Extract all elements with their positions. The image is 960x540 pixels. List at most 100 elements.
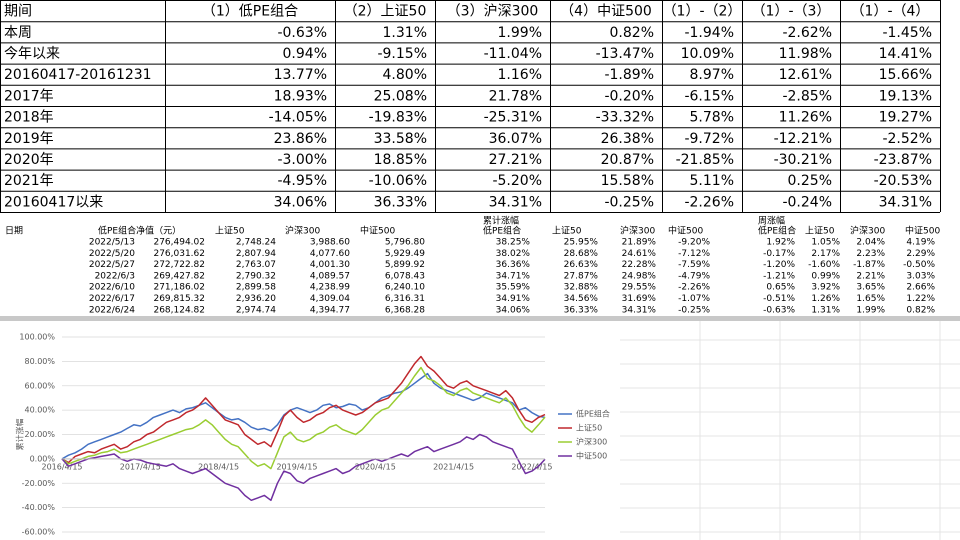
table-cell: 36.33%	[374, 194, 427, 210]
table-cell: 36.07%	[489, 131, 542, 147]
sheet-cell: 25.95%	[564, 238, 599, 248]
sheet-cell: -1.60%	[808, 260, 840, 270]
x-tick-label: 2021/4/15	[433, 462, 474, 471]
table-cell: 11.98%	[779, 46, 832, 62]
table-cell: 2018年	[4, 110, 54, 126]
sheet-cell: 2022/6/10	[89, 283, 135, 293]
y-tick-label: 0.00%	[30, 454, 56, 463]
table-header: 期间	[4, 4, 32, 20]
table-cell: -4.95%	[277, 173, 327, 189]
y-tick-label: 80.00%	[24, 357, 55, 366]
sheet-cell: -2.26%	[678, 283, 710, 293]
table-cell: -21.85%	[676, 152, 734, 168]
table-cell: -19.83%	[369, 110, 427, 126]
series-line	[61, 366, 546, 470]
sheet-cell: 6,078.43	[385, 271, 425, 281]
sheet-header: 沪深300	[850, 225, 885, 237]
x-tick-label: 2017/4/15	[120, 462, 161, 471]
sheet-cell: -9.20%	[678, 238, 710, 248]
sheet-cell: 1.26%	[811, 294, 840, 304]
table-cell: -0.24%	[782, 194, 832, 210]
sheet-cell: 34.06%	[496, 305, 531, 315]
y-axis-label: 累计涨幅	[15, 419, 25, 451]
y-tick-label: 100.00%	[19, 333, 55, 342]
table-cell: 26.38%	[601, 131, 654, 147]
table-cell: 0.25%	[788, 173, 832, 189]
table-cell: 1.99%	[498, 25, 542, 41]
table-cell: 18.85%	[374, 152, 427, 168]
table-cell: -12.21%	[774, 131, 832, 147]
sheet-cell: 1.65%	[856, 294, 885, 304]
sheet-cell: 34.56%	[564, 294, 599, 304]
x-tick-label: 2022/4/15	[511, 462, 552, 471]
sheet-cell: 4,001.30	[310, 260, 350, 270]
sheet-cell: 3.65%	[856, 283, 885, 293]
sheet-header: 日期	[5, 226, 23, 237]
x-tick-label: 2020/4/15	[355, 462, 396, 471]
y-tick-label: -20.00%	[22, 479, 56, 488]
sheet-header: 沪深300	[285, 225, 320, 237]
sheet-cell: 269,815.32	[153, 294, 205, 304]
table-cell: 10.09%	[681, 46, 734, 62]
sheet-cell: 271,186.02	[153, 283, 205, 293]
sheet-cell: 35.59%	[496, 283, 531, 293]
table-header: （1）-（4）	[851, 4, 930, 20]
table-cell: 12.61%	[779, 67, 832, 83]
sheet-header: 中证500	[668, 225, 703, 237]
table-cell: 14.41%	[879, 46, 932, 62]
table-cell: 2020年	[4, 152, 54, 168]
table-cell: 21.78%	[489, 88, 542, 104]
table-cell: -2.85%	[782, 88, 832, 104]
table-cell: 25.08%	[374, 88, 427, 104]
sheet-cell: 1.99%	[856, 305, 885, 315]
sheet-cell: 24.61%	[622, 249, 657, 259]
sheet-cell: 4,309.04	[310, 294, 350, 304]
sheet-header: 低PE组合净值（元）	[98, 225, 181, 237]
sheet-cell: 2.04%	[856, 238, 885, 248]
table-header: （1）-（2）	[663, 4, 742, 20]
sheet-cell: 3,988.60	[310, 238, 350, 248]
table-cell: 15.66%	[879, 67, 932, 83]
table-cell: -6.15%	[684, 88, 734, 104]
x-tick-label: 2016/4/15	[41, 462, 82, 471]
table-cell: 1.31%	[383, 25, 427, 41]
legend-label: 低PE组合	[576, 409, 610, 419]
sheet-cell: -0.63%	[763, 305, 795, 315]
table-cell: 0.82%	[610, 25, 654, 41]
sheet-cell: 1.31%	[811, 305, 840, 315]
table-cell: 11.26%	[779, 110, 832, 126]
sheet-cell: 36.36%	[496, 260, 531, 270]
sheet-header: 上证50	[805, 226, 835, 237]
sheet-cell: 2,790.32	[236, 271, 276, 281]
sheet-cell: 38.25%	[496, 238, 531, 248]
sheet-cell: 5,796.80	[385, 238, 425, 248]
table-cell: 34.31%	[879, 194, 932, 210]
table-cell: -1.45%	[882, 25, 932, 41]
sheet-cell: 276,031.62	[153, 249, 205, 259]
table-header: （4）中证500	[560, 4, 652, 20]
y-tick-label: -60.00%	[22, 528, 56, 537]
sheet-cell: 32.88%	[564, 283, 599, 293]
sheet-cell: -1.07%	[678, 294, 710, 304]
sheet-cell: 1.92%	[766, 238, 795, 248]
sheet-cell: 2.21%	[856, 271, 885, 281]
sheet-cell: -1.21%	[763, 271, 795, 281]
sheet-group-header: 累计涨幅	[483, 215, 519, 227]
sheet-cell: 26.63%	[564, 260, 599, 270]
table-cell: -2.52%	[882, 131, 932, 147]
table-cell: 23.86%	[274, 131, 327, 147]
sheet-cell: 276,494.02	[153, 238, 205, 248]
sheet-cell: -0.25%	[678, 305, 710, 315]
sheet-cell: 2.66%	[906, 283, 935, 293]
table-cell: -2.26%	[684, 194, 734, 210]
sheet-cell: 36.33%	[564, 305, 599, 315]
sheet-cell: 4,077.60	[310, 249, 350, 259]
sheet-cell: 6,316.31	[385, 294, 425, 304]
table-cell: -25.31%	[484, 110, 542, 126]
table-cell: -0.25%	[604, 194, 654, 210]
sheet-cell: 2022/5/27	[89, 260, 135, 270]
sheet-cell: -0.17%	[763, 249, 795, 259]
series-line	[61, 433, 546, 502]
